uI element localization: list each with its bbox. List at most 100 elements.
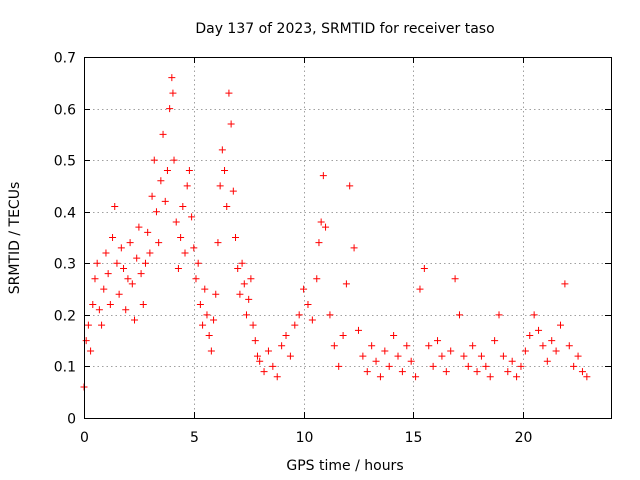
data-point	[269, 362, 277, 370]
data-point	[260, 368, 268, 376]
data-point	[330, 342, 338, 350]
data-point	[574, 352, 582, 360]
data-point	[141, 259, 149, 267]
data-point	[460, 352, 468, 360]
data-point	[223, 203, 231, 211]
data-point	[144, 228, 152, 236]
data-point	[256, 357, 264, 365]
y-tick-label: 0.2	[54, 309, 76, 325]
data-point	[139, 301, 147, 309]
x-axis: 0 5 10 15 20	[80, 57, 532, 446]
data-point	[216, 182, 224, 190]
data-point	[350, 244, 358, 252]
data-point	[477, 352, 485, 360]
x-tick-label: 20	[515, 430, 533, 446]
data-point	[434, 337, 442, 345]
data-point	[188, 213, 196, 221]
data-point	[159, 130, 167, 138]
data-point	[221, 166, 229, 174]
data-point	[245, 295, 253, 303]
data-point	[177, 234, 185, 241]
data-point	[109, 234, 117, 241]
x-tick-label: 15	[405, 430, 423, 446]
data-point	[163, 166, 171, 174]
data-point	[521, 347, 529, 355]
data-point	[469, 342, 477, 350]
data-point	[565, 342, 573, 350]
data-point	[398, 368, 406, 376]
data-point	[583, 373, 591, 381]
data-point	[403, 342, 411, 350]
data-point	[137, 270, 145, 278]
data-point	[442, 368, 450, 376]
data-point	[282, 331, 290, 339]
data-point	[429, 362, 437, 370]
data-point	[407, 357, 415, 365]
data-point	[394, 352, 402, 360]
data-point	[106, 301, 114, 309]
data-point	[438, 352, 446, 360]
data-point	[278, 342, 286, 350]
data-point	[87, 347, 95, 355]
data-point	[535, 326, 543, 334]
data-point	[273, 373, 281, 381]
data-point	[122, 306, 130, 314]
y-tick-label: 0	[67, 412, 76, 428]
data-point	[181, 249, 189, 257]
data-point	[82, 337, 90, 345]
data-point	[313, 275, 321, 283]
data-point	[236, 290, 244, 298]
data-point	[120, 264, 128, 272]
data-point	[95, 306, 103, 314]
data-point	[214, 239, 222, 247]
data-point	[212, 290, 220, 298]
data-point	[304, 301, 312, 309]
y-tick-label: 0.7	[54, 51, 76, 67]
data-point	[161, 197, 169, 205]
data-point	[207, 347, 215, 355]
data-point	[300, 285, 308, 293]
grid-lines	[84, 57, 611, 418]
x-axis-label: GPS time / hours	[286, 458, 403, 474]
data-point	[264, 347, 272, 355]
data-point	[155, 239, 163, 247]
data-point	[346, 182, 354, 190]
plot-frame	[84, 57, 612, 419]
data-point	[84, 321, 92, 329]
data-point	[530, 311, 538, 319]
data-point	[146, 249, 154, 257]
data-point	[354, 326, 362, 334]
x-tick-label: 5	[190, 430, 199, 446]
data-point	[416, 285, 424, 293]
data-point	[91, 275, 99, 283]
data-point	[308, 316, 316, 324]
data-point	[455, 311, 463, 319]
data-point	[548, 337, 556, 345]
data-point	[104, 270, 112, 278]
data-point	[225, 89, 233, 97]
data-point	[251, 337, 259, 345]
data-point	[315, 239, 323, 247]
data-point	[539, 342, 547, 350]
data-point	[552, 347, 560, 355]
data-point	[317, 218, 325, 226]
data-point	[242, 311, 250, 319]
data-point	[425, 342, 433, 350]
data-point	[111, 203, 119, 211]
y-axis: 0 0.1 0.2 0.3 0.4 0.5 0.6 0.7	[54, 51, 611, 428]
x-tick-label: 10	[296, 430, 314, 446]
data-point	[218, 146, 226, 154]
data-point	[238, 259, 246, 267]
data-point	[578, 368, 586, 376]
data-point	[286, 352, 294, 360]
data-point	[100, 285, 108, 293]
x-tick-label: 0	[80, 430, 89, 446]
data-point	[203, 311, 211, 319]
data-point	[190, 244, 198, 252]
data-point	[385, 362, 393, 370]
data-point	[561, 280, 569, 288]
data-point	[517, 362, 525, 370]
data-point	[210, 316, 218, 324]
data-point	[179, 203, 187, 211]
data-point	[295, 311, 303, 319]
